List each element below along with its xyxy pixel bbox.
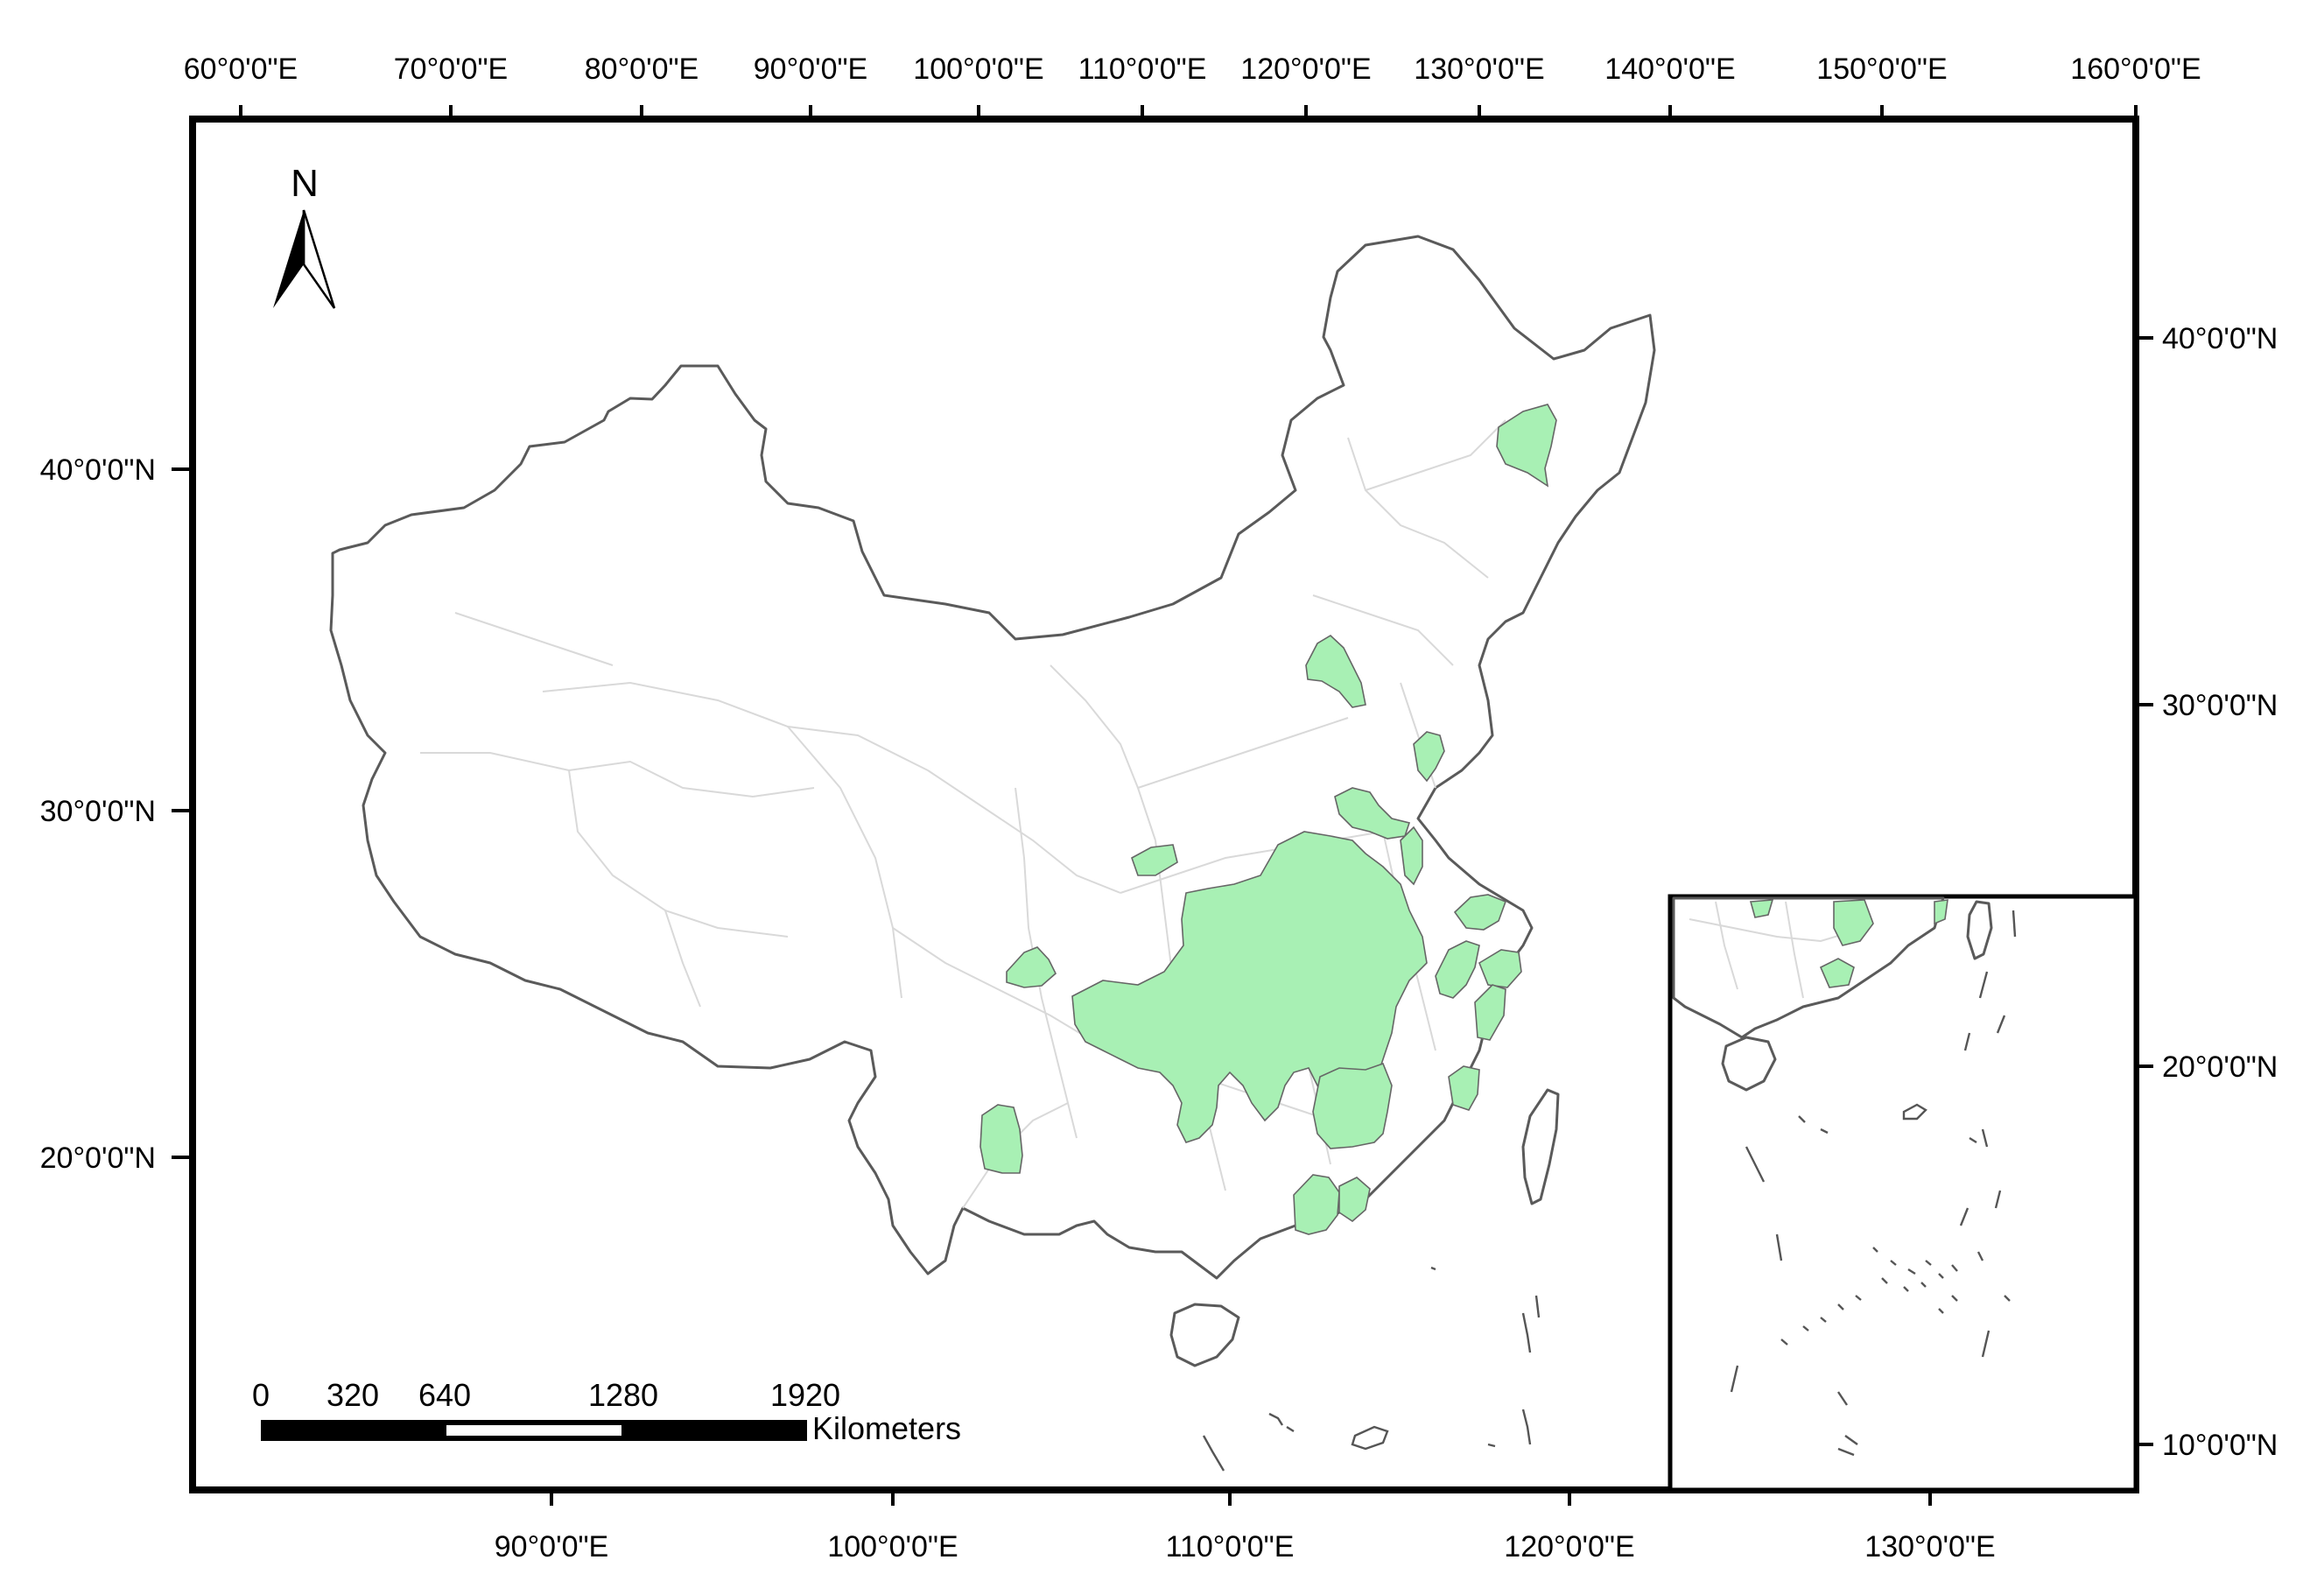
bottom-axis-label: 120°0'0"E bbox=[1504, 1530, 1634, 1563]
top-axis-label: 60°0'0"E bbox=[184, 53, 298, 86]
bottom-axis: 90°0'0"E 100°0'0"E 110°0'0"E 120°0'0"E 1… bbox=[495, 1490, 1996, 1563]
scale-tick-label: 640 bbox=[418, 1377, 471, 1413]
inset-highlighted-region bbox=[1934, 899, 1948, 925]
scale-tick-label: 0 bbox=[252, 1377, 270, 1413]
top-axis-label: 120°0'0"E bbox=[1240, 53, 1371, 86]
taiwan-island bbox=[1521, 1088, 1560, 1205]
inset-highlighted-region bbox=[1833, 899, 1874, 946]
inset-highlighted-region bbox=[1749, 899, 1774, 918]
right-axis: 40°0'0"N 30°0'0"N 20°0'0"N 10°0'0"N bbox=[2136, 322, 2278, 1462]
highlighted-region bbox=[1400, 826, 1423, 886]
left-axis-label: 30°0'0"N bbox=[40, 795, 156, 828]
right-axis-label: 30°0'0"N bbox=[2162, 689, 2278, 722]
north-arrow-icon: N bbox=[273, 162, 336, 309]
left-axis-label: 40°0'0"N bbox=[40, 453, 156, 487]
inset-map bbox=[1668, 894, 2138, 1493]
bottom-axis-label: 100°0'0"E bbox=[827, 1530, 958, 1563]
right-axis-label: 20°0'0"N bbox=[2162, 1050, 2278, 1084]
top-axis-label: 160°0'0"E bbox=[2070, 53, 2201, 86]
highlighted-region bbox=[1496, 404, 1557, 488]
highlighted-region bbox=[1131, 844, 1178, 876]
highlighted-region bbox=[1478, 949, 1522, 988]
top-axis-label: 100°0'0"E bbox=[913, 53, 1043, 86]
bottom-axis-label: 110°0'0"E bbox=[1166, 1530, 1295, 1563]
top-axis-label: 80°0'0"E bbox=[585, 53, 699, 86]
scale-tick-label: 1280 bbox=[588, 1377, 658, 1413]
highlighted-regions bbox=[979, 404, 1557, 1235]
right-axis-label: 10°0'0"N bbox=[2162, 1429, 2278, 1462]
highlighted-region bbox=[979, 1104, 1023, 1174]
highlighted-region bbox=[1312, 1062, 1393, 1149]
scale-bar: 0 320 640 1280 1920 Kilometers bbox=[252, 1377, 961, 1446]
inset-taiwan-island bbox=[1966, 900, 1993, 960]
hainan-island bbox=[1169, 1303, 1240, 1367]
left-axis-label: 20°0'0"N bbox=[40, 1142, 156, 1175]
bottom-axis-label: 130°0'0"E bbox=[1864, 1530, 1995, 1563]
highlighted-region bbox=[1435, 940, 1480, 999]
top-axis-label: 70°0'0"E bbox=[394, 53, 508, 86]
scale-tick-label: 1920 bbox=[770, 1377, 840, 1413]
scale-tick-label: 320 bbox=[326, 1377, 379, 1413]
top-axis-label: 130°0'0"E bbox=[1414, 53, 1544, 86]
highlighted-region bbox=[1448, 1065, 1480, 1111]
left-axis: 40°0'0"N 30°0'0"N 20°0'0"N bbox=[40, 453, 193, 1175]
highlighted-region bbox=[1305, 635, 1366, 708]
map-frame bbox=[189, 116, 2139, 1493]
top-axis-label: 110°0'0"E bbox=[1078, 53, 1207, 86]
highlighted-region bbox=[1474, 984, 1506, 1041]
scale-unit-label: Kilometers bbox=[812, 1410, 961, 1446]
top-axis: 60°0'0"E 70°0'0"E 80°0'0"E 90°0'0"E 100°… bbox=[184, 53, 2201, 119]
highlighted-region bbox=[1453, 894, 1507, 931]
top-axis-label: 150°0'0"E bbox=[1816, 53, 1947, 86]
right-axis-label: 40°0'0"N bbox=[2162, 322, 2278, 355]
inset-mainland bbox=[1672, 896, 1945, 1039]
bottom-axis-label: 90°0'0"E bbox=[495, 1530, 608, 1563]
highlighted-region bbox=[1334, 787, 1411, 840]
north-arrow-label: N bbox=[291, 162, 319, 205]
inset-hainan-island bbox=[1721, 1036, 1777, 1092]
highlighted-region bbox=[1338, 1177, 1371, 1223]
inset-island-markings bbox=[1730, 910, 2017, 1457]
highlighted-region bbox=[1413, 731, 1445, 783]
inset-highlighted-region bbox=[1819, 958, 1855, 988]
top-axis-label: 90°0'0"E bbox=[754, 53, 867, 86]
highlighted-region bbox=[1293, 1174, 1340, 1235]
top-axis-label: 140°0'0"E bbox=[1604, 53, 1735, 86]
highlighted-region bbox=[1006, 946, 1057, 988]
south-china-sea-markings bbox=[1202, 1266, 1541, 1472]
